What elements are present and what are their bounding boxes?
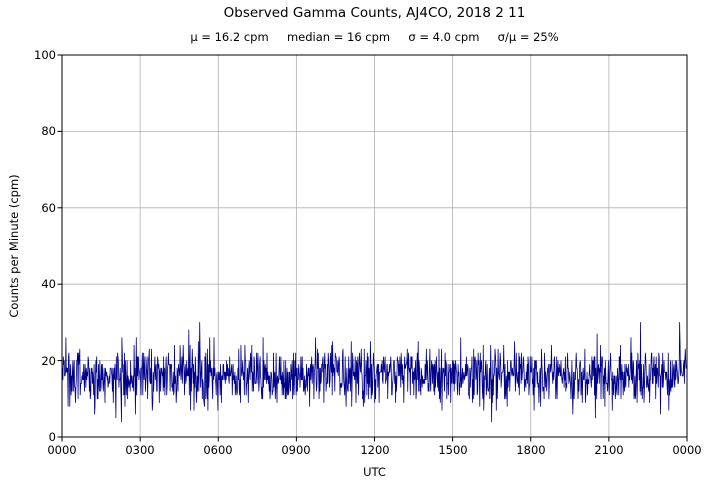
x-tick-1200: 1200 [360,443,390,457]
x-tick-2100: 2100 [594,443,624,457]
x-tick-0000a: 0000 [47,443,77,457]
x-tick-0600: 0600 [203,443,233,457]
y-tick-40: 40 [41,277,56,291]
x-axis-label: UTC [363,465,386,479]
chart-title: Observed Gamma Counts, AJ4CO, 2018 2 11 [223,5,526,21]
x-tick-1500: 1500 [438,443,468,457]
x-tick-0300: 0300 [125,443,155,457]
y-tick-100: 100 [34,48,56,62]
y-tick-80: 80 [41,124,56,138]
y-tick-20: 20 [41,354,56,368]
x-tick-0900: 0900 [281,443,311,457]
x-tick-1800: 1800 [516,443,546,457]
y-tick-60: 60 [41,201,56,215]
y-tick-0: 0 [48,430,56,444]
x-tick-0000b: 0000 [672,443,702,457]
chart-subtitle-stats: μ = 16.2 cpm median = 16 cpm σ = 4.0 cpm… [190,30,559,44]
y-axis-label: Counts per Minute (cpm) [7,174,21,318]
